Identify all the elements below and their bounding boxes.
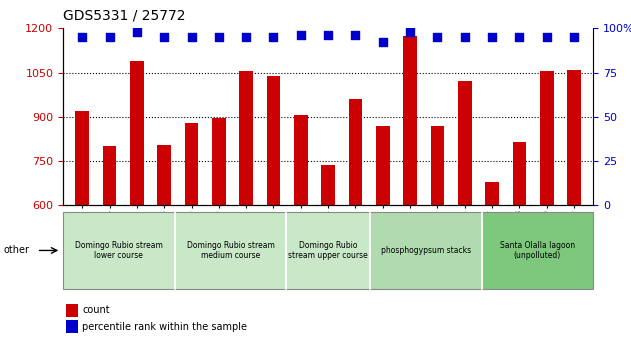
Bar [157, 145, 171, 205]
Bar [75, 111, 89, 205]
Text: Domingo Rubio
stream upper course: Domingo Rubio stream upper course [288, 241, 368, 260]
Text: Santa Olalla lagoon
(unpolluted): Santa Olalla lagoon (unpolluted) [500, 241, 575, 260]
Bar [567, 70, 581, 205]
Point [378, 40, 388, 45]
Point [323, 33, 333, 38]
Bar [103, 146, 116, 205]
Bar [267, 75, 280, 205]
Point [569, 34, 579, 40]
Point [432, 34, 442, 40]
Bar [239, 71, 253, 205]
Point [350, 33, 360, 38]
Bar [348, 99, 362, 205]
Bar [430, 126, 444, 205]
Point [487, 34, 497, 40]
Bar [321, 166, 335, 205]
Text: count: count [82, 306, 110, 315]
Point [132, 29, 142, 35]
Bar [458, 81, 471, 205]
Text: other: other [3, 245, 29, 256]
Point [77, 34, 87, 40]
Bar [403, 36, 417, 205]
Bar [185, 123, 198, 205]
Text: Domingo Rubio stream
lower course: Domingo Rubio stream lower course [75, 241, 163, 260]
Point [541, 34, 551, 40]
Text: Domingo Rubio stream
medium course: Domingo Rubio stream medium course [187, 241, 274, 260]
Bar [485, 182, 499, 205]
Point [405, 29, 415, 35]
Point [214, 34, 224, 40]
Bar [212, 118, 226, 205]
Point [187, 34, 197, 40]
Point [514, 34, 524, 40]
Text: phosphogypsum stacks: phosphogypsum stacks [380, 246, 471, 255]
Point [296, 33, 306, 38]
Text: percentile rank within the sample: percentile rank within the sample [82, 322, 247, 332]
Bar [130, 61, 144, 205]
Bar [540, 71, 553, 205]
Point [459, 34, 469, 40]
Point [241, 34, 251, 40]
Bar [294, 115, 308, 205]
Bar [512, 142, 526, 205]
Point [159, 34, 169, 40]
Point [105, 34, 115, 40]
Text: GDS5331 / 25772: GDS5331 / 25772 [63, 9, 186, 23]
Bar [376, 126, 389, 205]
Point [268, 34, 278, 40]
